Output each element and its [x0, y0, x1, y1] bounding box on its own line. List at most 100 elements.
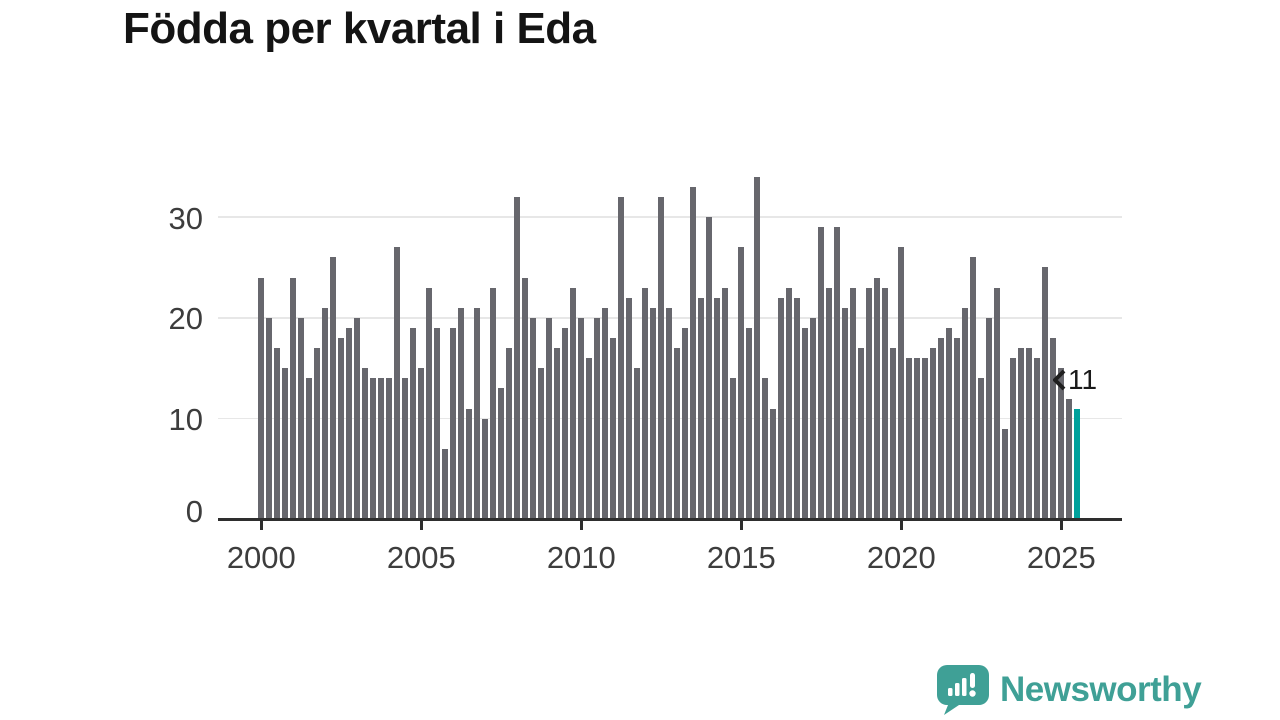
bar: [746, 327, 753, 520]
x-tick: [1060, 521, 1063, 530]
bar: [810, 317, 817, 520]
bar: [498, 388, 505, 520]
bar: [562, 327, 569, 520]
bar: [874, 277, 881, 520]
bar: [330, 257, 337, 520]
bar: [946, 327, 953, 520]
bar: [474, 307, 481, 520]
x-tick: [420, 521, 423, 530]
x-tick-label: 2005: [386, 540, 456, 575]
bar: [314, 348, 321, 520]
annotation-arrow-icon: [1053, 369, 1066, 391]
x-tick: [260, 521, 263, 530]
bar: [986, 317, 993, 520]
latest-value-annotation: 11: [1053, 364, 1100, 395]
bar: [1066, 398, 1073, 520]
bar: [850, 287, 857, 520]
bar: [898, 247, 905, 520]
bar: [354, 317, 361, 520]
bar: [586, 358, 593, 520]
bar: [290, 277, 297, 520]
bar: [402, 378, 409, 520]
bar: [826, 287, 833, 520]
bar: [682, 327, 689, 520]
bar: [698, 297, 705, 520]
bar: [258, 277, 265, 520]
x-tick: [580, 521, 583, 530]
highlighted-bar: [1074, 408, 1081, 520]
newsworthy-logo-text: Newsworthy: [1000, 670, 1202, 709]
gridline: [218, 216, 1122, 218]
bar: [634, 368, 641, 520]
bar: [378, 378, 385, 520]
bar: [1002, 428, 1009, 520]
bar: [778, 297, 785, 520]
bar: [298, 317, 305, 520]
bar: [690, 186, 697, 520]
bar: [650, 307, 657, 520]
bar: [530, 317, 537, 520]
bar: [914, 358, 921, 520]
bar: [866, 287, 873, 520]
bar: [346, 327, 353, 520]
bar: [482, 418, 489, 520]
bar: [266, 317, 273, 520]
bar: [1042, 267, 1049, 520]
bar: [818, 227, 825, 520]
bar: [994, 287, 1001, 520]
bar: [706, 217, 713, 520]
y-tick-label: 20: [168, 301, 203, 337]
bar: [594, 317, 601, 520]
newsworthy-logo: Newsworthy: [936, 664, 1202, 716]
bar: [754, 176, 761, 520]
bar: [882, 287, 889, 520]
bar: [738, 247, 745, 520]
bar: [658, 196, 665, 520]
x-tick: [740, 521, 743, 530]
newsworthy-logo-icon: [937, 665, 989, 715]
bar: [962, 307, 969, 520]
bar: [642, 287, 649, 520]
plot-area: [218, 150, 1122, 530]
bar: [514, 196, 521, 520]
bar: [386, 378, 393, 520]
bar: [674, 348, 681, 520]
bar: [434, 327, 441, 520]
bar: [450, 327, 457, 520]
bar: [554, 348, 561, 520]
y-tick-label: 10: [168, 402, 203, 438]
bar: [842, 307, 849, 520]
bar: [762, 378, 769, 520]
bar: [1010, 358, 1017, 520]
x-axis-line: [218, 518, 1122, 521]
bar: [1058, 368, 1065, 520]
bar: [274, 348, 281, 520]
bar: [1026, 348, 1033, 520]
bar: [722, 287, 729, 520]
bar: [1034, 358, 1041, 520]
bar: [930, 348, 937, 520]
bar: [666, 307, 673, 520]
x-tick-label: 2020: [866, 540, 936, 575]
bar: [602, 307, 609, 520]
bar: [418, 368, 425, 520]
bar: [466, 408, 473, 520]
x-tick: [900, 521, 903, 530]
y-tick-label: 0: [185, 494, 203, 529]
bar: [570, 287, 577, 520]
bar: [442, 448, 449, 520]
y-tick-label: 30: [168, 200, 203, 236]
bar: [546, 317, 553, 520]
bar: [626, 297, 633, 520]
bar: [970, 257, 977, 520]
bar: [802, 327, 809, 520]
latest-value-label: 11: [1066, 364, 1100, 395]
bar: [618, 196, 625, 520]
bar: [906, 358, 913, 520]
bar: [426, 287, 433, 520]
bar: [458, 307, 465, 520]
bar: [786, 287, 793, 520]
bar: [362, 368, 369, 520]
bar: [490, 287, 497, 520]
